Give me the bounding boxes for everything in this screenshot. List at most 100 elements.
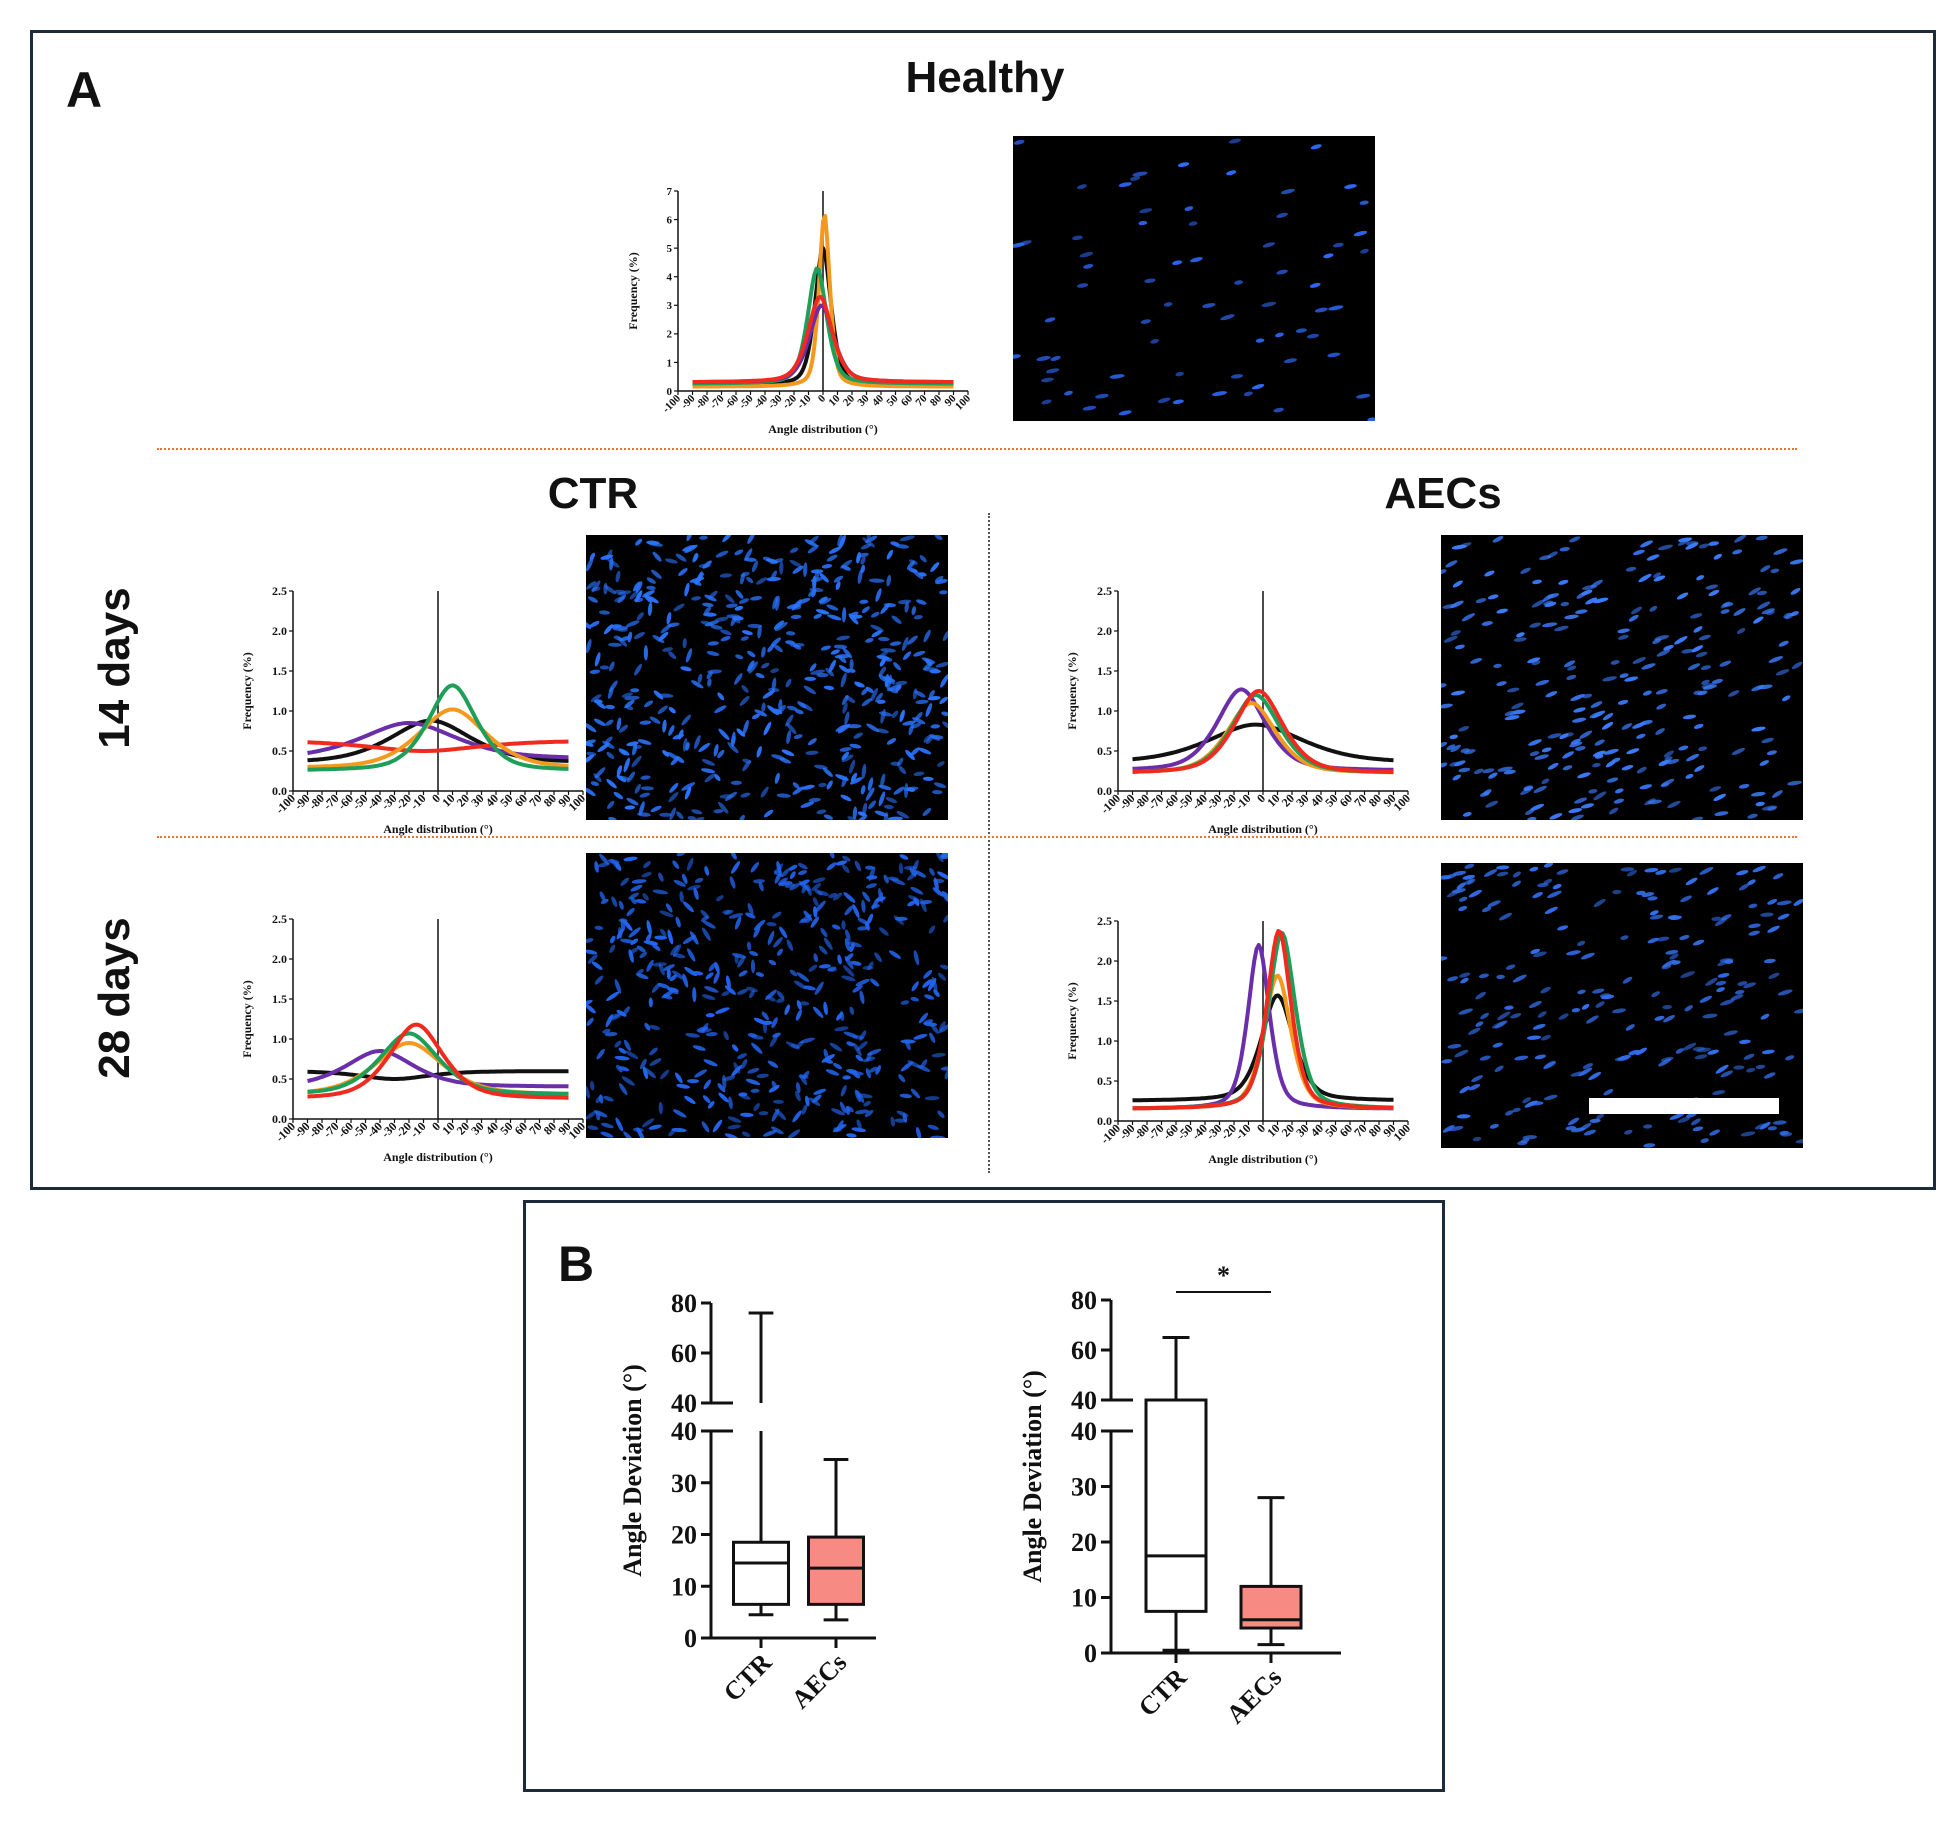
- nucleus: [807, 738, 817, 746]
- nucleus: [741, 684, 749, 693]
- nucleus: [1454, 1049, 1469, 1058]
- nucleus: [649, 1047, 658, 1056]
- nucleus: [662, 647, 673, 652]
- nucleus: [812, 1094, 822, 1103]
- nucleus: [751, 713, 760, 720]
- nucleus: [1636, 766, 1647, 774]
- nucleus: [1172, 399, 1184, 405]
- nucleus: [935, 662, 950, 668]
- nucleus: [768, 1084, 780, 1093]
- nucleus: [1520, 567, 1531, 574]
- nucleus: [747, 650, 756, 658]
- nucleus: [862, 965, 874, 971]
- box-aecs: [807, 1535, 865, 1606]
- nucleus: [912, 717, 926, 725]
- nucleus: [838, 664, 850, 674]
- nucleus: [599, 1094, 604, 1104]
- nucleus: [806, 884, 812, 896]
- nucleus: [1569, 741, 1583, 748]
- y-tick-label: 1.5: [1097, 664, 1112, 678]
- nucleus: [1778, 640, 1789, 647]
- nucleus: [1310, 144, 1322, 150]
- nucleus: [591, 580, 601, 593]
- nucleus: [898, 765, 907, 775]
- nucleus: [804, 1095, 810, 1107]
- y-tick-label: 5: [667, 243, 673, 255]
- nucleus: [875, 588, 882, 602]
- nucleus: [789, 871, 796, 879]
- nucleus: [1537, 882, 1549, 888]
- aecs-title: AECs: [1384, 469, 1502, 518]
- nucleus: [1649, 914, 1664, 920]
- nucleus: [1723, 1030, 1738, 1036]
- nucleus: [883, 804, 894, 810]
- nucleus: [673, 603, 685, 612]
- nucleus: [1698, 543, 1709, 549]
- nucleus: [602, 1028, 611, 1034]
- nucleus: [1622, 976, 1633, 984]
- nucleus: [630, 884, 643, 892]
- nucleus: [1532, 1023, 1546, 1030]
- nucleus: [923, 1022, 938, 1027]
- nucleus: [1595, 1001, 1605, 1008]
- nucleus: [1715, 980, 1727, 986]
- nucleus: [841, 607, 847, 623]
- nucleus: [708, 962, 716, 972]
- nucleus: [849, 1006, 855, 1015]
- nucleus: [878, 791, 886, 807]
- nucleus: [1602, 712, 1614, 721]
- y-tick-label: 3: [667, 300, 673, 312]
- nucleus: [816, 672, 829, 678]
- nucleus: [747, 1068, 760, 1074]
- nucleus: [1698, 634, 1711, 641]
- nucleus: [942, 721, 953, 730]
- nucleus: [841, 565, 851, 571]
- y-tick-label: 2.0: [1097, 624, 1112, 638]
- series-line-orange: [307, 707, 569, 769]
- nucleus: [742, 719, 749, 735]
- nucleus: [1562, 751, 1574, 759]
- nucleus: [1712, 1090, 1726, 1096]
- nucleus: [1691, 645, 1704, 653]
- nucleus: [694, 1069, 707, 1078]
- y-axis-label: Angle Deviation (°): [618, 1364, 647, 1577]
- nucleus: [1436, 683, 1447, 688]
- nucleus: [1456, 1114, 1471, 1119]
- nucleus: [886, 549, 893, 560]
- nucleus: [632, 744, 638, 756]
- nucleus: [853, 732, 863, 739]
- nucleus: [810, 669, 826, 675]
- nucleus: [875, 1065, 881, 1075]
- nucleus: [910, 886, 924, 895]
- nucleus: [923, 969, 933, 979]
- nucleus: [854, 681, 862, 688]
- nucleus: [1543, 1061, 1557, 1070]
- nucleus: [1594, 739, 1605, 746]
- nucleus: [930, 724, 941, 729]
- nucleus: [697, 673, 703, 684]
- nucleus: [1593, 791, 1607, 801]
- nucleus: [797, 870, 808, 876]
- y-tick-label: 1.0: [1097, 1034, 1112, 1048]
- nucleus: [615, 570, 621, 583]
- nucleus: [669, 974, 678, 982]
- nucleus: [886, 738, 897, 745]
- nucleus: [1452, 774, 1462, 781]
- nucleus: [1079, 252, 1094, 258]
- nucleus: [818, 964, 831, 969]
- nucleus: [1554, 625, 1569, 632]
- nucleus: [740, 1058, 748, 1070]
- nucleus: [1442, 603, 1457, 609]
- nucleus: [707, 1101, 715, 1109]
- nucleus: [819, 572, 829, 583]
- nucleus: [858, 552, 869, 558]
- nucleus: [1559, 546, 1570, 552]
- nucleus: [811, 883, 822, 891]
- nucleus: [826, 780, 833, 790]
- nucleus: [1344, 184, 1357, 189]
- x-tick-label: AECs: [786, 1648, 852, 1714]
- nucleus: [673, 879, 686, 887]
- nucleus: [1450, 744, 1462, 753]
- nucleus: [616, 717, 622, 731]
- nucleus: [800, 1037, 815, 1044]
